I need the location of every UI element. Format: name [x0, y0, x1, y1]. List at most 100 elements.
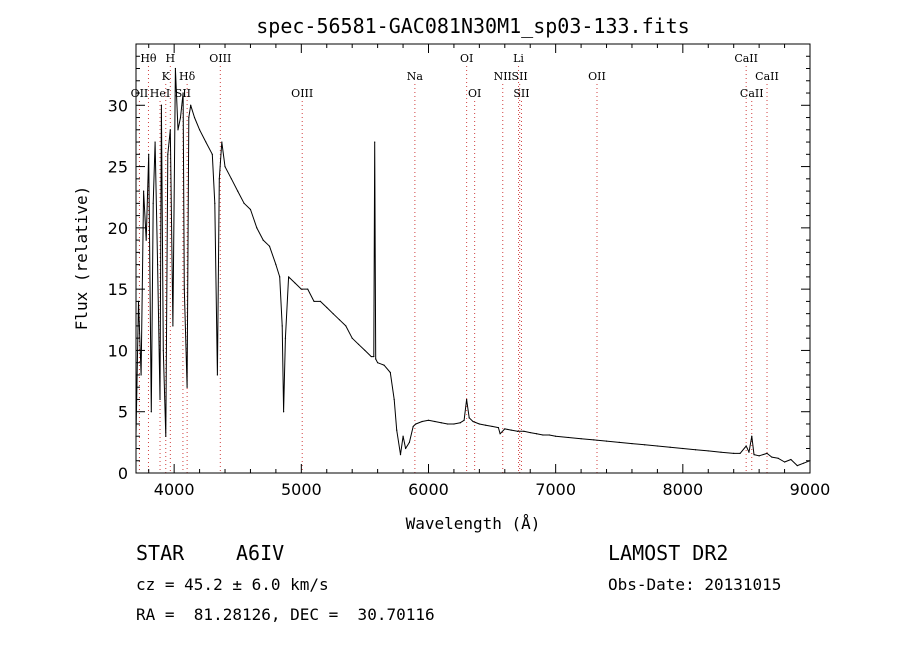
line-marker-label: OIII	[209, 52, 231, 65]
data-point	[440, 422, 442, 424]
spectral-subclass: A6IV	[236, 541, 285, 565]
data-point	[137, 300, 140, 302]
data-point	[790, 458, 792, 461]
data-point	[415, 423, 417, 425]
line-marker-label: OII	[588, 70, 606, 83]
line-marker-label: SII	[513, 87, 529, 100]
data-point	[733, 452, 735, 454]
data-point	[548, 434, 550, 436]
data-point	[145, 239, 147, 241]
line-marker-label: SII	[512, 70, 528, 83]
data-point	[669, 446, 671, 448]
data-point	[405, 447, 407, 450]
data-point	[745, 445, 747, 447]
data-point	[174, 67, 177, 70]
data-point	[751, 435, 753, 437]
obs-date: Obs-Date: 20131015	[608, 575, 782, 594]
data-point	[504, 428, 506, 430]
data-point	[183, 288, 185, 290]
data-point	[216, 374, 218, 376]
axes: 4000 5000 6000 7000 8000 9000 0 5 10 15 20 25 30	[108, 43, 830, 499]
data-point	[796, 465, 798, 467]
data-point	[162, 349, 164, 352]
data-point	[283, 411, 285, 413]
line-marker-label: NII	[494, 70, 512, 83]
data-point	[211, 153, 213, 155]
data-point	[478, 423, 480, 425]
chart-title: spec-56581-GAC081N30M1_sp03-133.fits	[256, 14, 689, 38]
data-point	[412, 425, 414, 428]
data-point	[188, 116, 190, 119]
line-marker-label: CaII	[740, 87, 764, 100]
data-point	[389, 371, 391, 374]
line-marker-label: Hδ	[179, 70, 196, 83]
line-marker-label: Na	[407, 70, 424, 83]
data-point	[468, 417, 470, 419]
y-tick-label: 15	[108, 280, 128, 299]
line-marker-label: OIII	[291, 87, 313, 100]
data-point	[399, 454, 402, 456]
data-point	[154, 141, 156, 143]
data-point	[167, 153, 169, 155]
data-point	[357, 343, 360, 345]
y-tick-label: 10	[108, 341, 128, 360]
data-point	[466, 398, 468, 401]
data-point	[186, 386, 188, 388]
data-point	[499, 433, 501, 435]
data-point	[748, 451, 750, 453]
data-point	[472, 420, 474, 423]
data-point	[148, 153, 150, 155]
data-point	[262, 239, 264, 241]
coordinates: RA = 81.28126, DEC = 30.70116	[136, 605, 435, 624]
line-marker-label: OI	[468, 87, 481, 100]
data-point	[644, 444, 646, 446]
data-point	[694, 449, 697, 451]
data-point	[345, 325, 347, 327]
data-point	[172, 325, 174, 327]
data-point	[542, 434, 544, 436]
data-point	[370, 355, 372, 358]
data-point	[205, 141, 207, 143]
data-point	[160, 104, 163, 106]
data-point	[150, 411, 152, 413]
data-point	[453, 423, 455, 425]
y-tick-label: 5	[118, 403, 128, 422]
data-point	[377, 362, 379, 364]
data-point	[218, 178, 220, 180]
data-point	[408, 441, 411, 443]
x-tick-label: 4000	[154, 480, 195, 499]
x-tick-label: 8000	[662, 480, 703, 499]
data-point	[256, 227, 258, 229]
data-point	[338, 319, 341, 321]
data-point	[249, 208, 252, 211]
object-type: STAR	[136, 541, 185, 565]
data-point	[783, 461, 786, 463]
data-point	[224, 165, 226, 168]
data-point	[190, 104, 192, 106]
line-marker-label: CaII	[755, 70, 779, 83]
data-point	[319, 300, 321, 302]
x-tick-label: 7000	[535, 480, 576, 499]
data-point	[809, 460, 811, 462]
data-point	[605, 440, 608, 442]
line-marker-label: Hθ	[140, 52, 157, 65]
data-point	[182, 92, 184, 94]
data-point	[631, 442, 633, 445]
plot-frame	[135, 43, 811, 474]
x-axis-label: Wavelength (Å)	[406, 514, 541, 533]
data-point	[374, 141, 376, 143]
data-point	[593, 439, 595, 441]
data-point	[707, 450, 709, 452]
data-point	[535, 433, 538, 435]
y-axis-label: Flux (relative)	[72, 186, 91, 331]
data-point	[516, 430, 519, 432]
data-point	[618, 441, 620, 443]
y-tick-label: 20	[108, 219, 128, 238]
data-point	[491, 425, 493, 428]
data-point	[510, 429, 512, 431]
data-point	[459, 422, 461, 424]
data-point	[214, 202, 216, 204]
data-point	[463, 419, 465, 421]
data-point	[326, 306, 328, 309]
data-point	[177, 129, 179, 131]
